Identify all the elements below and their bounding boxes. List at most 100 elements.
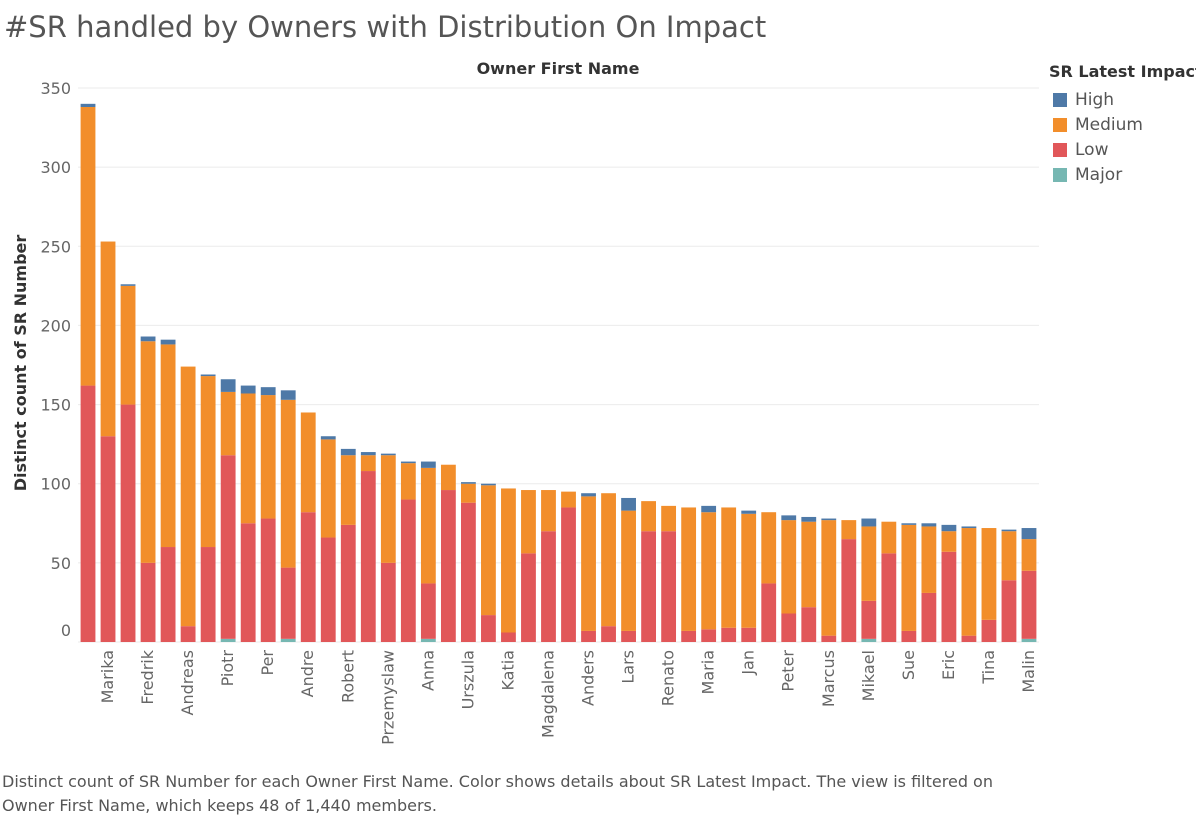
bar-segment-low[interactable] bbox=[240, 523, 256, 642]
bar-stack[interactable] bbox=[561, 491, 576, 642]
bar-segment-low[interactable] bbox=[460, 502, 476, 642]
bar-segment-medium[interactable] bbox=[501, 488, 516, 633]
bar-segment-medium[interactable] bbox=[781, 520, 797, 614]
bar-segment-high[interactable] bbox=[581, 493, 596, 497]
bar-segment-medium[interactable] bbox=[581, 496, 596, 631]
bar-segment-medium[interactable] bbox=[300, 412, 316, 513]
bar-segment-major[interactable] bbox=[220, 638, 236, 642]
bar-segment-major[interactable] bbox=[280, 638, 296, 642]
bar-segment-low[interactable] bbox=[220, 455, 236, 639]
bar-segment-low[interactable] bbox=[881, 553, 897, 642]
bar-segment-medium[interactable] bbox=[80, 106, 96, 386]
bar-segment-medium[interactable] bbox=[180, 366, 196, 627]
bar-segment-low[interactable] bbox=[921, 592, 937, 642]
bar-stack[interactable] bbox=[541, 490, 556, 642]
bar-segment-low[interactable] bbox=[1021, 570, 1037, 639]
legend-item-high[interactable]: High bbox=[1049, 87, 1196, 112]
bar-stack[interactable] bbox=[601, 493, 616, 642]
bar-segment-medium[interactable] bbox=[821, 520, 837, 636]
bar-segment-low[interactable] bbox=[380, 562, 396, 642]
bar-stack[interactable] bbox=[320, 436, 336, 642]
bar-segment-low[interactable] bbox=[681, 630, 697, 642]
bar-segment-low[interactable] bbox=[561, 507, 576, 642]
bar-segment-medium[interactable] bbox=[601, 493, 616, 627]
bar-segment-low[interactable] bbox=[80, 385, 96, 642]
bar-segment-low[interactable] bbox=[481, 615, 496, 642]
bar-segment-low[interactable] bbox=[340, 524, 356, 642]
bar-segment-high[interactable] bbox=[160, 339, 176, 345]
bar-segment-medium[interactable] bbox=[641, 501, 657, 532]
bar-stack[interactable] bbox=[100, 241, 116, 642]
bar-segment-medium[interactable] bbox=[420, 467, 436, 584]
bar-stack[interactable] bbox=[200, 374, 216, 642]
bar-segment-medium[interactable] bbox=[320, 439, 336, 538]
bar-segment-low[interactable] bbox=[781, 613, 797, 642]
bar-segment-medium[interactable] bbox=[120, 285, 136, 405]
bar-stack[interactable] bbox=[861, 518, 877, 642]
bar-segment-low[interactable] bbox=[581, 630, 596, 642]
bar-stack[interactable] bbox=[120, 284, 136, 642]
bar-segment-high[interactable] bbox=[1001, 529, 1017, 532]
bar-stack[interactable] bbox=[781, 515, 797, 642]
bar-segment-high[interactable] bbox=[481, 483, 496, 486]
bar-segment-medium[interactable] bbox=[160, 344, 176, 548]
bar-stack[interactable] bbox=[80, 103, 96, 642]
bar-segment-medium[interactable] bbox=[801, 521, 817, 608]
bar-segment-high[interactable] bbox=[460, 482, 476, 484]
bar-segment-low[interactable] bbox=[140, 562, 156, 642]
bar-stack[interactable] bbox=[280, 390, 296, 642]
bar-segment-medium[interactable] bbox=[941, 531, 957, 552]
bar-segment-low[interactable] bbox=[981, 619, 997, 642]
bar-segment-medium[interactable] bbox=[861, 526, 877, 601]
bar-segment-low[interactable] bbox=[721, 627, 737, 642]
legend-item-major[interactable]: Major bbox=[1049, 162, 1196, 187]
bar-segment-low[interactable] bbox=[100, 436, 116, 642]
bar-segment-medium[interactable] bbox=[961, 528, 977, 636]
bar-segment-medium[interactable] bbox=[280, 399, 296, 568]
bar-segment-low[interactable] bbox=[260, 518, 276, 642]
bar-segment-low[interactable] bbox=[1001, 580, 1017, 642]
bar-segment-medium[interactable] bbox=[921, 526, 937, 593]
bar-stack[interactable] bbox=[621, 497, 636, 642]
bar-segment-medium[interactable] bbox=[460, 483, 476, 503]
bar-segment-medium[interactable] bbox=[681, 507, 697, 631]
bar-segment-low[interactable] bbox=[901, 630, 917, 642]
bar-stack[interactable] bbox=[841, 520, 857, 642]
bar-segment-high[interactable] bbox=[941, 524, 957, 532]
bar-segment-low[interactable] bbox=[941, 551, 957, 642]
bar-stack[interactable] bbox=[360, 452, 376, 642]
bar-segment-low[interactable] bbox=[521, 553, 536, 642]
bar-segment-medium[interactable] bbox=[981, 528, 997, 620]
legend-item-medium[interactable]: Medium bbox=[1049, 112, 1196, 137]
bar-stack[interactable] bbox=[260, 387, 276, 642]
bar-segment-high[interactable] bbox=[200, 374, 216, 377]
bar-segment-high[interactable] bbox=[741, 510, 757, 514]
bar-segment-low[interactable] bbox=[200, 547, 216, 642]
bar-segment-low[interactable] bbox=[661, 531, 677, 642]
bar-stack[interactable] bbox=[701, 505, 717, 642]
bar-segment-medium[interactable] bbox=[721, 507, 737, 628]
bar-segment-major[interactable] bbox=[420, 638, 436, 642]
bar-stack[interactable] bbox=[460, 482, 476, 642]
bar-segment-medium[interactable] bbox=[621, 510, 636, 631]
bar-segment-low[interactable] bbox=[501, 632, 516, 642]
bar-segment-medium[interactable] bbox=[481, 485, 496, 616]
bar-segment-low[interactable] bbox=[801, 607, 817, 642]
bar-stack[interactable] bbox=[741, 510, 757, 642]
bar-stack[interactable] bbox=[581, 493, 596, 642]
bar-segment-medium[interactable] bbox=[701, 512, 717, 630]
bar-segment-high[interactable] bbox=[821, 518, 837, 521]
bar-segment-low[interactable] bbox=[280, 567, 296, 639]
bar-stack[interactable] bbox=[1001, 529, 1017, 642]
bar-segment-high[interactable] bbox=[901, 523, 917, 525]
bar-stack[interactable] bbox=[821, 518, 837, 642]
bar-segment-high[interactable] bbox=[120, 284, 136, 286]
bar-segment-high[interactable] bbox=[801, 516, 817, 522]
bar-segment-low[interactable] bbox=[160, 547, 176, 642]
bar-segment-medium[interactable] bbox=[541, 490, 556, 532]
bar-stack[interactable] bbox=[941, 524, 957, 642]
bar-stack[interactable] bbox=[521, 490, 536, 642]
bar-stack[interactable] bbox=[140, 336, 156, 642]
bar-segment-low[interactable] bbox=[180, 626, 196, 642]
bar-segment-medium[interactable] bbox=[360, 455, 376, 472]
